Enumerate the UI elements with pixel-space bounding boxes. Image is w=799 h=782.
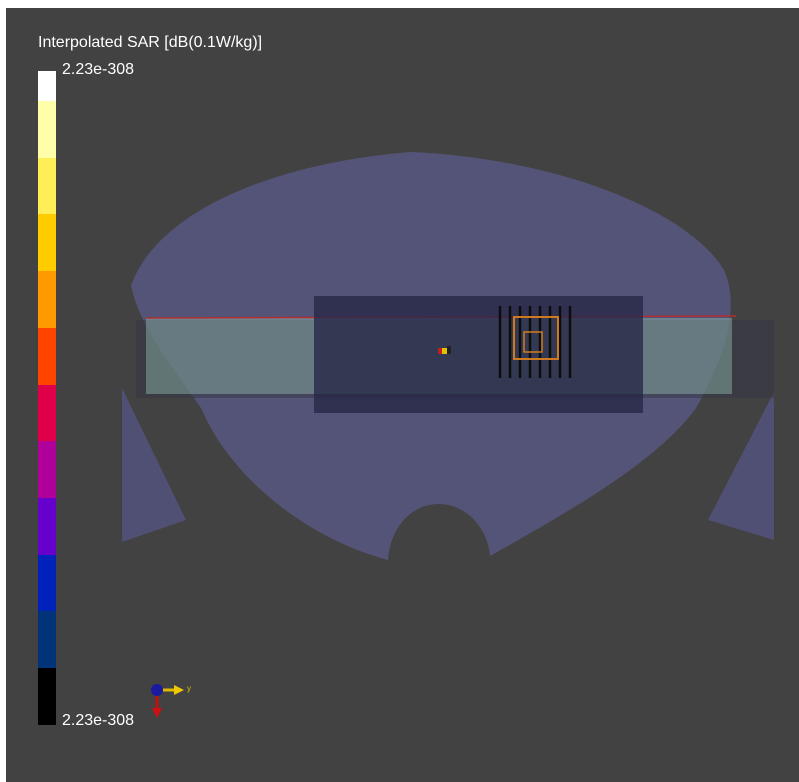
colorbar-segment [38,101,56,158]
antenna-outer-square [513,316,559,360]
colorbar-segment [38,668,56,725]
scene-canvas: y [122,152,774,718]
colorbar-segment [38,441,56,499]
phantom-right-wing [708,392,774,540]
phantom-left-wing [122,388,186,542]
axis-y-label: y [187,684,191,693]
device-board [314,296,643,413]
colorbar-segment [38,157,56,215]
origin-marker [438,346,451,354]
colorbar [38,71,56,725]
colorbar-segment [38,611,56,669]
colorbar-segment [38,214,56,272]
3d-viewport[interactable]: y Interpolated SAR [dB(0.1W/kg)] 2.23e-3… [6,8,799,782]
colorbar-min-label: 2.23e-308 [62,712,135,729]
axes-gizmo[interactable]: y [151,684,191,718]
antenna-inner-square [523,331,543,353]
colorbar-max-label: 2.23e-308 [62,61,135,78]
colorbar-segment [38,498,56,555]
colorbar-segment [38,554,56,612]
colorbar-title: Interpolated SAR [dB(0.1W/kg)] [38,34,263,51]
colorbar-segment [38,327,56,385]
colorbar-segment [38,71,56,101]
colorbar-segment [38,384,56,442]
colorbar-segment [38,271,56,328]
